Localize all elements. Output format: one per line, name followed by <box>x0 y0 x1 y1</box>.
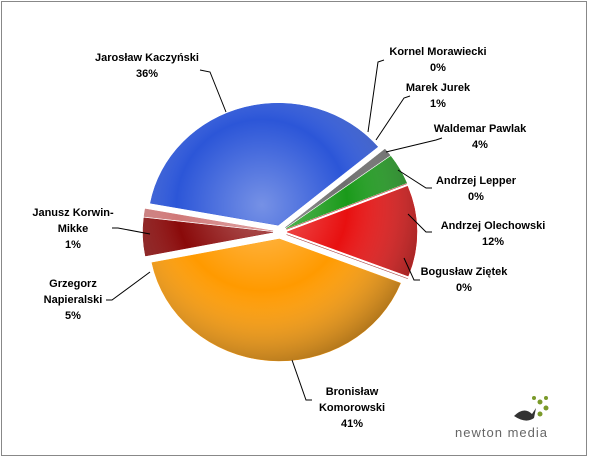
slice-label: Andrzej Lepper 0% <box>432 173 520 205</box>
slice-shade <box>143 217 274 256</box>
slice-value: 1% <box>65 239 81 251</box>
slice-shade <box>143 208 274 231</box>
slice-value: 12% <box>481 236 505 248</box>
slice-name: Bronisław Komorowski <box>318 386 385 414</box>
slice-value: 0% <box>468 191 484 203</box>
slice-label: Jarosław Kaczyński 36% <box>84 50 210 82</box>
slice-shade <box>285 149 391 228</box>
slice-label: Janusz Korwin-Mikke 1% <box>26 205 120 253</box>
slice-value: 5% <box>65 310 81 322</box>
slice-label: Bronisław Komorowski 41% <box>312 384 392 432</box>
pie-slice <box>286 234 408 279</box>
slice-name: Marek Jurek <box>405 82 471 94</box>
slice-name: Waldemar Pawlak <box>433 123 527 135</box>
leader-lines <box>106 59 443 401</box>
slice-value: 0% <box>456 282 472 294</box>
slice-shade <box>286 186 417 277</box>
slice-label: Marek Jurek 1% <box>398 80 478 112</box>
slice-name: Grzegorz Napieralski <box>43 278 103 306</box>
slice-value: 4% <box>472 139 488 151</box>
logo: newton media <box>455 425 548 440</box>
slice-value: 0% <box>430 62 446 74</box>
slice-value: 41% <box>340 418 364 430</box>
slice-name: Bogusław Ziętek <box>420 266 508 278</box>
slice-label: Kornel Morawiecki 0% <box>378 44 498 76</box>
slice-name: Janusz Korwin-Mikke <box>32 207 114 235</box>
slice-value: 36% <box>135 68 159 80</box>
slice-name: Andrzej Lepper <box>435 175 517 187</box>
slice-label: Andrzej Olechowski 12% <box>432 218 554 250</box>
slice-name: Andrzej Olechowski <box>440 220 546 232</box>
slice-name: Kornel Morawiecki <box>389 46 487 58</box>
slice-shade <box>286 183 408 230</box>
slice-shade <box>151 238 401 361</box>
slice-label: Bogusław Ziętek 0% <box>418 264 510 296</box>
pie-slice <box>286 183 408 230</box>
slice-shade <box>150 103 378 226</box>
slice-label: Waldemar Pawlak 4% <box>432 121 528 153</box>
slice-label: Grzegorz Napieralski 5% <box>38 276 108 324</box>
slice-shade <box>286 156 407 229</box>
slice-name: Jarosław Kaczyński <box>95 52 199 64</box>
slice-value: 1% <box>430 98 446 110</box>
logo-icon <box>514 396 549 421</box>
